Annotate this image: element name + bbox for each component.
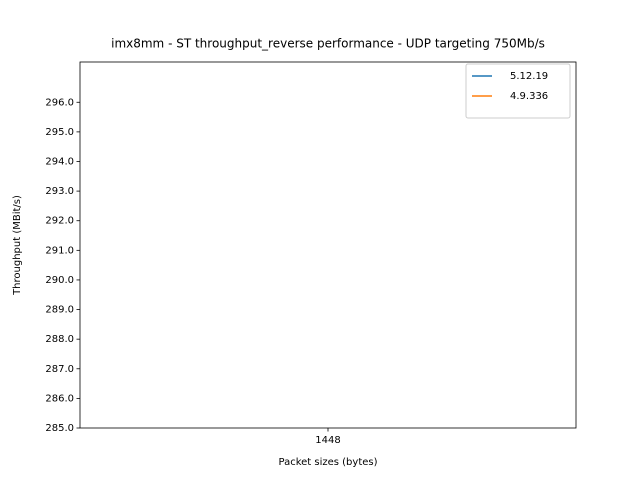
- y-tick-label: 294.0: [45, 156, 74, 167]
- y-tick-label: 295.0: [45, 127, 74, 138]
- y-tick-label: 291.0: [45, 245, 74, 256]
- x-axis-label: Packet sizes (bytes): [278, 457, 377, 468]
- y-tick-label: 296.0: [45, 97, 74, 108]
- y-tick-label: 285.0: [45, 423, 74, 434]
- legend-label: 4.9.336: [510, 91, 548, 102]
- chart-title: imx8mm - ST throughput_reverse performan…: [111, 37, 545, 51]
- y-tick-label: 289.0: [45, 305, 74, 316]
- y-tick-label: 293.0: [45, 186, 74, 197]
- legend-box: [465, 63, 571, 119]
- plot-frame: [79, 61, 577, 429]
- y-axis-label: Throughput (MBit/s): [12, 195, 23, 296]
- y-tick-label: 286.0: [45, 393, 74, 404]
- legend-label: 5.12.19: [510, 71, 548, 82]
- x-tick-label: 1448: [315, 435, 340, 446]
- y-tick-label: 292.0: [45, 216, 74, 227]
- y-tick-label: 290.0: [45, 275, 74, 286]
- y-tick-label: 287.0: [45, 364, 74, 375]
- y-tick-label: 288.0: [45, 334, 74, 345]
